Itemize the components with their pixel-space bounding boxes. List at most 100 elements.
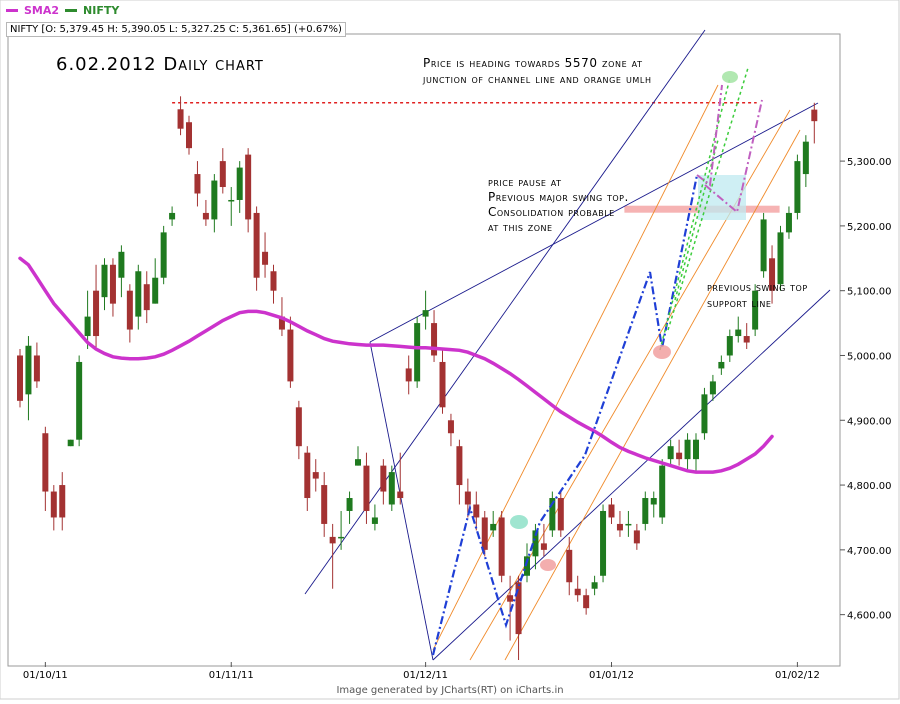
candle-body: [194, 174, 201, 194]
candle-body: [355, 459, 361, 466]
candle-body: [245, 154, 252, 220]
candle-body: [557, 498, 564, 531]
candle-body: [312, 472, 319, 479]
candle-body: [219, 161, 226, 188]
y-tick-label: 4,600.00: [847, 611, 892, 622]
candle-body: [600, 510, 607, 576]
candle-body: [397, 491, 404, 499]
note-right-line: support line: [707, 296, 771, 310]
candle-body: [684, 439, 691, 460]
candle-body: [152, 277, 159, 304]
candle-body: [735, 329, 742, 337]
candle-body: [625, 523, 632, 526]
candle-body: [17, 355, 23, 401]
candle-body: [67, 439, 74, 447]
candle-body: [388, 472, 395, 505]
y-tick-label: 5,300.00: [847, 157, 892, 168]
note-top-line: junction of channel line and orange umlh: [422, 72, 652, 86]
candle-body: [524, 556, 530, 576]
candle-body: [616, 523, 623, 531]
channel-line-median: [369, 102, 819, 343]
projection-line-c: [674, 139, 719, 301]
note-middle-line: Previous major swing top.: [488, 190, 629, 204]
candle-body: [118, 251, 125, 278]
candle-body: [760, 219, 767, 272]
candle-body: [253, 212, 260, 278]
candle-body: [422, 310, 429, 317]
candle-body: [667, 446, 674, 460]
candle-body: [693, 439, 699, 460]
candle-body: [811, 109, 818, 122]
candle-body: [414, 323, 421, 382]
orange-line-1: [432, 84, 719, 651]
candle-body: [650, 498, 657, 505]
candle-body: [456, 446, 463, 486]
candle-body: [338, 536, 345, 539]
note-right-line: previous swing top: [707, 280, 808, 294]
candle-body: [236, 167, 243, 200]
candle-body: [177, 109, 184, 129]
projection-arrow-2: [704, 99, 763, 214]
projection-line-b: [667, 67, 749, 331]
candle-body: [566, 549, 573, 583]
ohlc-readout: NIFTY [O: 5,379.45 H: 5,390.05 L: 5,327.…: [6, 22, 346, 37]
x-tick-label: 01/01/12: [589, 670, 634, 681]
plot-area: [7, 33, 841, 667]
projection-line-a: [659, 77, 731, 351]
candle-body: [574, 588, 581, 596]
candle-body: [93, 290, 100, 337]
wave-path: [431, 174, 699, 656]
candle-body: [785, 212, 792, 233]
candle-body: [262, 251, 269, 265]
x-tick-label: 01/11/11: [209, 670, 254, 681]
pitchfork-handle: [369, 341, 434, 661]
note-middle-line: Consolidation probable: [488, 205, 615, 219]
candle-body: [439, 361, 446, 408]
candle-body: [143, 284, 150, 311]
candle-body: [481, 517, 488, 550]
candle-body: [169, 212, 176, 220]
candle-body: [591, 582, 598, 589]
candle-body: [160, 232, 167, 278]
orange-line-3: [504, 129, 801, 661]
candle-body: [659, 465, 666, 518]
candle-body: [709, 381, 716, 395]
candle-body: [228, 199, 235, 202]
candle-body: [84, 316, 91, 337]
candle-body: [321, 485, 328, 524]
x-tick-label: 01/10/11: [23, 670, 68, 681]
x-tick-label: 01/12/11: [403, 670, 448, 681]
candle-body: [371, 517, 378, 524]
candle-body: [515, 582, 522, 635]
candle-body: [726, 336, 733, 356]
projection-arrow-1: [696, 84, 723, 187]
candle-body: [211, 180, 218, 220]
x-tick-label: 01/02/12: [775, 670, 820, 681]
candle-body: [532, 530, 539, 557]
candle-body: [718, 361, 725, 369]
sma-line: [18, 256, 774, 474]
y-tick-label: 5,000.00: [847, 351, 892, 362]
candle-body: [743, 336, 750, 343]
candle-body: [109, 264, 116, 304]
candle-body: [794, 161, 801, 213]
candle-body: [270, 271, 277, 291]
candle-body: [186, 122, 192, 149]
candle-body: [802, 141, 809, 175]
legend: SMA2 NIFTY: [6, 3, 119, 17]
candle-body: [287, 329, 294, 382]
note-middle-line: price pause at: [488, 175, 562, 189]
pullback-marker: [653, 345, 671, 359]
candle-body: [405, 368, 412, 382]
consolidation-box: [698, 175, 746, 220]
y-tick-label: 4,900.00: [847, 416, 892, 427]
channel-line-lower: [432, 289, 831, 661]
sma-legend-swatch: [6, 8, 18, 12]
y-tick-label: 5,100.00: [847, 287, 892, 298]
note-top-line: Price is heading towards 5570 zone at: [423, 56, 643, 70]
candle-body: [608, 504, 615, 518]
candle-body: [304, 452, 311, 499]
candle-body: [777, 232, 784, 285]
chart-title: 6.02.2012 Daily chart: [56, 54, 264, 75]
